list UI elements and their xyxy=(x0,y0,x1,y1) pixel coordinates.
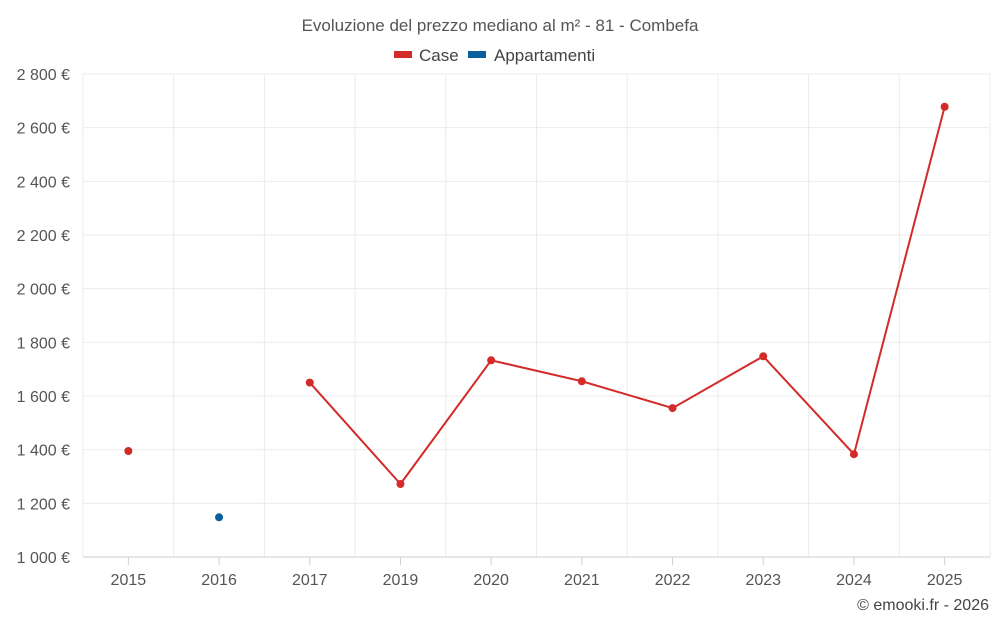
axes xyxy=(83,556,990,565)
legend-item-appartamenti[interactable]: Appartamenti xyxy=(468,46,595,65)
x-tick-label: 2024 xyxy=(836,572,872,589)
series xyxy=(124,102,949,522)
chart-title: Evoluzione del prezzo mediano al m² - 81… xyxy=(302,16,699,35)
legend-item-case[interactable]: Case xyxy=(394,46,459,65)
legend-swatch-case xyxy=(394,51,412,58)
y-tick-label: 2 400 € xyxy=(17,174,70,191)
data-point-case[interactable] xyxy=(940,102,949,111)
y-tick-label: 2 200 € xyxy=(17,228,70,245)
data-point-case[interactable] xyxy=(396,480,405,489)
legend-label-appartamenti: Appartamenti xyxy=(494,46,595,65)
legend-label-case: Case xyxy=(419,46,459,65)
data-point-case[interactable] xyxy=(487,356,496,365)
series-line-case xyxy=(309,106,946,486)
x-tick-label: 2017 xyxy=(292,572,328,589)
x-tick-label: 2021 xyxy=(564,572,600,589)
y-tick-label: 1 000 € xyxy=(17,550,70,567)
y-tick-label: 2 000 € xyxy=(17,282,70,299)
legend-swatch-appartamenti xyxy=(468,51,486,58)
data-point-case[interactable] xyxy=(759,352,768,361)
y-tick-label: 2 800 € xyxy=(17,67,70,84)
x-tick-label: 2020 xyxy=(473,572,509,589)
y-tick-label: 1 400 € xyxy=(17,443,70,460)
x-tick-label: 2025 xyxy=(927,572,963,589)
credit: © emooki.fr - 2026 xyxy=(857,597,989,614)
y-tick-label: 2 600 € xyxy=(17,121,70,138)
x-tick-label: 2022 xyxy=(655,572,691,589)
x-tick-label: 2016 xyxy=(201,572,237,589)
data-point-case[interactable] xyxy=(668,404,677,413)
data-point-case[interactable] xyxy=(305,378,314,387)
x-tick-label: 2023 xyxy=(745,572,781,589)
data-point-case[interactable] xyxy=(849,450,858,459)
data-point-appartamenti[interactable] xyxy=(215,513,224,522)
y-tick-label: 1 800 € xyxy=(17,335,70,352)
grid xyxy=(82,73,991,557)
x-tick-label: 2015 xyxy=(111,572,147,589)
y-tick-label: 1 600 € xyxy=(17,389,70,406)
legend: Case Appartamenti xyxy=(394,46,595,65)
x-tick-labels: 2015 2016 2017 2019 2020 2021 2022 2023 2024 2025 xyxy=(111,572,963,589)
y-tick-labels: 1 000 € 1 200 € 1 400 € 1 600 € 1 800 € 2 000… xyxy=(17,67,70,567)
x-tick-label: 2019 xyxy=(383,572,419,589)
y-tick-label: 1 200 € xyxy=(17,496,70,513)
data-point-case[interactable] xyxy=(124,447,133,456)
data-point-case[interactable] xyxy=(577,377,586,386)
